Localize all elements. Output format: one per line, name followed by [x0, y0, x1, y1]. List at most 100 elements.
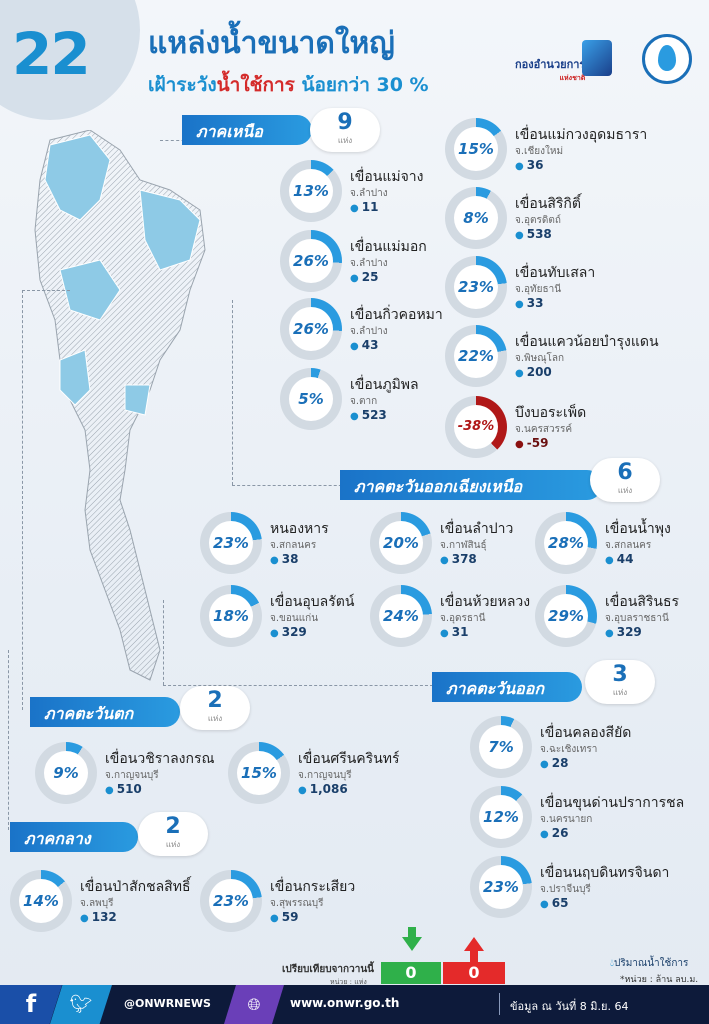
footer-divider — [499, 993, 500, 1015]
dam-gauge: 15% — [445, 118, 507, 180]
legend-unit: *หน่วย : ล้าน ลบ.ม. — [620, 975, 699, 985]
dam-volume: ● 378 — [440, 552, 477, 566]
website-link[interactable]: www.onwr.go.th — [290, 996, 400, 1010]
water-drop-icon: ● — [350, 411, 359, 422]
dam-volume-value: 65 — [551, 896, 569, 910]
dam-volume-value: 43 — [361, 338, 379, 352]
dam-item: 15% เขื่อนศรีนครินทร์ จ.กาญจนบุรี ● 1,086 — [228, 742, 448, 806]
dam-gauge: 15% — [228, 742, 290, 804]
connector-central — [8, 650, 9, 830]
dam-gauge: 14% — [10, 870, 72, 932]
dam-percent: 20% — [379, 521, 423, 565]
map-highlight-northeast — [139, 189, 201, 271]
dam-province: จ.ปราจีนบุรี — [540, 884, 591, 895]
dam-province: จ.อุบลราชธานี — [605, 613, 669, 624]
arrow-up-icon — [464, 937, 484, 962]
water-drop-icon: ● — [270, 555, 279, 566]
arrow-down-icon — [402, 927, 422, 951]
dam-volume-value: 378 — [451, 552, 477, 566]
dam-percent: 18% — [209, 594, 253, 638]
dam-volume: ● 523 — [350, 408, 387, 422]
dam-percent: 15% — [237, 751, 281, 795]
dam-volume-value: 36 — [526, 158, 544, 172]
region-central-count: 2 แห่ง — [138, 812, 208, 856]
dam-name: บึงบอระเพ็ด — [515, 405, 587, 421]
dam-province: จ.กาญจนบุรี — [298, 770, 352, 781]
dam-gauge: 13% — [280, 160, 342, 222]
dam-item: 9% เขื่อนวชิราลงกรณ จ.กาญจนบุรี ● 510 — [35, 742, 255, 806]
dam-gauge: 9% — [35, 742, 97, 804]
dam-volume-value: 59 — [281, 910, 299, 924]
dam-gauge: 18% — [200, 585, 262, 647]
dam-gauge: 12% — [470, 786, 532, 848]
region-north-banner: ภาคเหนือ — [182, 115, 312, 145]
region-west-count: 2 แห่ง — [180, 686, 250, 730]
dam-volume: ● 36 — [515, 158, 543, 172]
dam-volume: ● 44 — [605, 552, 633, 566]
region-west-banner: ภาคตะวันตก — [30, 697, 180, 727]
dam-province: จ.สกลนคร — [605, 540, 652, 551]
dam-percent: 13% — [289, 169, 333, 213]
dam-volume-value: 200 — [526, 365, 552, 379]
dam-volume: ● 200 — [515, 365, 552, 379]
dam-name: เขื่อนสิริกิติ์ — [515, 196, 581, 212]
dam-name: เขื่อนคลองสียัด — [540, 725, 632, 741]
social-handle[interactable]: @ONWRNEWS — [124, 997, 211, 1010]
dam-percent: 9% — [44, 751, 88, 795]
water-drop-icon: ● — [80, 913, 89, 924]
onwr-logo-text: กองอำนวยการ แห่งชาติ — [515, 58, 586, 82]
region-north-count: 9 แห่ง — [310, 108, 380, 152]
dam-percent: 15% — [454, 127, 498, 171]
command-logo-icon — [582, 40, 612, 76]
connector-west-top — [22, 290, 70, 291]
dam-percent: 7% — [479, 725, 523, 769]
data-date: ข้อมูล ณ วันที่ 8 มิ.ย. 64 — [510, 1000, 629, 1013]
water-drop-icon: ● — [605, 555, 614, 566]
dam-gauge: 23% — [445, 256, 507, 318]
dam-name: เขื่อนนฤบดินทรจินดา — [540, 865, 670, 881]
dam-province: จ.สุพรรณบุรี — [270, 898, 324, 909]
dam-percent: 26% — [289, 307, 333, 351]
water-drop-icon: 💧︎ — [610, 958, 614, 969]
dam-gauge: -38% — [445, 396, 507, 458]
dam-volume-value: 510 — [116, 782, 142, 796]
dam-percent: 12% — [479, 795, 523, 839]
dam-volume-value: 329 — [616, 625, 642, 639]
dam-percent: 14% — [19, 879, 63, 923]
dam-volume: ● 26 — [540, 826, 568, 840]
dam-volume-value: 33 — [526, 296, 544, 310]
region-northeast-banner: ภาคตะวันออกเฉียงเหนือ — [340, 470, 602, 500]
dam-gauge: 23% — [200, 870, 262, 932]
dam-name: เขื่อนทับเสลา — [515, 265, 596, 281]
dam-name: เขื่อนวชิราลงกรณ — [105, 751, 215, 767]
globe-icon[interactable]: 🌐︎ — [224, 985, 284, 1024]
dam-volume-value: 11 — [361, 200, 379, 214]
dam-province: จ.สกลนคร — [270, 540, 317, 551]
dam-item: -38% บึงบอระเพ็ด จ.นครสวรรค์ ● -59 — [445, 396, 665, 460]
dam-item: 15% เขื่อนแม่กวงอุดมธารา จ.เชียงใหม่ ● 36 — [445, 118, 665, 182]
dam-item: 12% เขื่อนขุนด่านปราการชล จ.นครนายก ● 26 — [470, 786, 690, 850]
thailand-map — [34, 130, 206, 681]
dam-volume: ● 132 — [80, 910, 117, 924]
dam-volume-value: 1,086 — [309, 782, 348, 796]
dam-volume: ● 28 — [540, 756, 568, 770]
dam-province: จ.กาญจนบุรี — [105, 770, 159, 781]
dam-province: จ.เชียงใหม่ — [515, 146, 564, 157]
map-highlight-central — [59, 259, 121, 321]
dam-name: เขื่อนกระเสียว — [270, 879, 356, 895]
water-drop-icon: ● — [540, 759, 549, 770]
dam-name: เขื่อนห้วยหลวง — [440, 594, 531, 610]
dam-volume: ● 33 — [515, 296, 543, 310]
dam-item: 23% เขื่อนกระเสียว จ.สุพรรณบุรี ● 59 — [200, 870, 420, 934]
water-drop-icon: ● — [350, 203, 359, 214]
legend-volume: 💧︎ปริมาณน้ำใช้การ — [610, 958, 689, 969]
region-east-count: 3 แห่ง — [585, 660, 655, 704]
dam-item: 26% เขื่อนแม่มอก จ.ลำปาง ● 25 — [280, 230, 500, 294]
dam-percent: 26% — [289, 239, 333, 283]
page-subtitle: เฝ้าระวังน้ำใช้การ น้อยกว่า 30 % — [148, 74, 429, 96]
dam-name: เขื่อนแควน้อยบำรุงแดน — [515, 334, 659, 350]
dam-province: จ.ลพบุรี — [80, 898, 114, 909]
dam-percent: 28% — [544, 521, 588, 565]
dam-gauge: 20% — [370, 512, 432, 574]
dam-volume-value: 25 — [361, 270, 379, 284]
